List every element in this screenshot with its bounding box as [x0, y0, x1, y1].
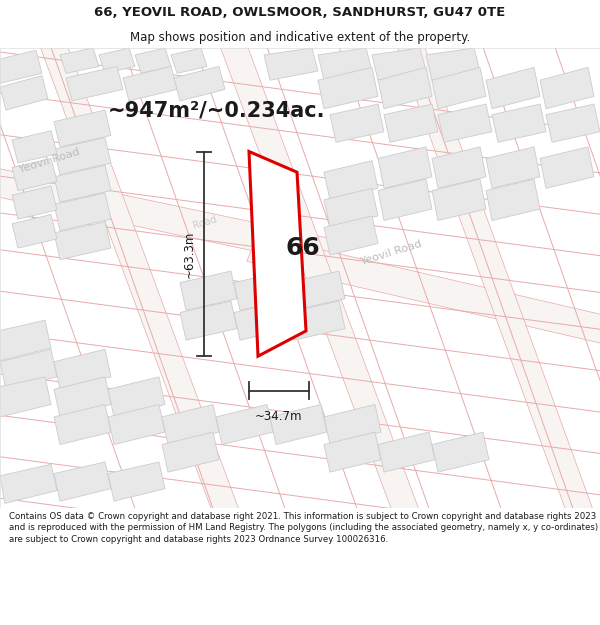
- Polygon shape: [0, 349, 57, 389]
- Polygon shape: [12, 131, 57, 163]
- Polygon shape: [378, 147, 432, 188]
- Polygon shape: [180, 271, 237, 310]
- Polygon shape: [395, 36, 595, 520]
- Polygon shape: [426, 48, 480, 80]
- Polygon shape: [54, 110, 111, 147]
- Polygon shape: [54, 138, 111, 174]
- Polygon shape: [432, 68, 486, 109]
- Polygon shape: [0, 464, 57, 503]
- Polygon shape: [171, 48, 207, 73]
- Polygon shape: [0, 377, 51, 417]
- Polygon shape: [270, 404, 327, 444]
- Polygon shape: [54, 377, 111, 417]
- Polygon shape: [0, 76, 48, 110]
- Polygon shape: [324, 188, 378, 228]
- Polygon shape: [264, 48, 318, 80]
- Polygon shape: [162, 404, 219, 444]
- Polygon shape: [540, 68, 594, 109]
- Text: ~34.7m: ~34.7m: [255, 409, 303, 422]
- Polygon shape: [12, 158, 57, 191]
- Polygon shape: [12, 214, 57, 248]
- Polygon shape: [324, 432, 381, 472]
- Polygon shape: [54, 222, 111, 259]
- Polygon shape: [378, 179, 432, 221]
- Polygon shape: [108, 462, 165, 501]
- Polygon shape: [432, 147, 486, 188]
- Polygon shape: [216, 404, 273, 444]
- Polygon shape: [378, 68, 432, 109]
- Polygon shape: [108, 404, 165, 444]
- Polygon shape: [0, 50, 42, 85]
- Polygon shape: [234, 271, 291, 310]
- Polygon shape: [324, 216, 378, 255]
- Polygon shape: [54, 462, 111, 501]
- Polygon shape: [218, 36, 421, 520]
- Polygon shape: [492, 104, 546, 142]
- Text: Road: Road: [192, 214, 218, 231]
- Text: ~63.3m: ~63.3m: [182, 230, 196, 278]
- Polygon shape: [372, 48, 426, 80]
- Text: ~947m²/~0.234ac.: ~947m²/~0.234ac.: [107, 100, 325, 120]
- Polygon shape: [66, 66, 123, 101]
- Text: Contains OS data © Crown copyright and database right 2021. This information is : Contains OS data © Crown copyright and d…: [9, 511, 598, 544]
- Polygon shape: [546, 104, 600, 142]
- Polygon shape: [54, 193, 111, 231]
- Polygon shape: [432, 179, 486, 221]
- Polygon shape: [12, 186, 57, 219]
- Polygon shape: [247, 235, 600, 349]
- Text: 66, YEOVIL ROAD, OWLSMOOR, SANDHURST, GU47 0TE: 66, YEOVIL ROAD, OWLSMOOR, SANDHURST, GU…: [94, 6, 506, 19]
- Polygon shape: [486, 179, 540, 221]
- Polygon shape: [0, 321, 51, 361]
- Text: Yeovil Road: Yeovil Road: [360, 239, 424, 267]
- Polygon shape: [162, 432, 219, 472]
- Polygon shape: [0, 164, 335, 266]
- Polygon shape: [378, 432, 435, 472]
- Polygon shape: [288, 271, 345, 310]
- Polygon shape: [135, 48, 171, 73]
- Polygon shape: [432, 432, 489, 472]
- Polygon shape: [288, 301, 345, 340]
- Polygon shape: [123, 66, 177, 101]
- Text: 66: 66: [286, 236, 320, 260]
- Polygon shape: [324, 161, 378, 200]
- Polygon shape: [486, 147, 540, 188]
- Text: Map shows position and indicative extent of the property.: Map shows position and indicative extent…: [130, 31, 470, 44]
- Polygon shape: [324, 404, 381, 444]
- Polygon shape: [99, 48, 135, 73]
- Polygon shape: [108, 377, 165, 417]
- Polygon shape: [486, 68, 540, 109]
- Polygon shape: [54, 349, 111, 389]
- Polygon shape: [174, 66, 225, 101]
- Polygon shape: [318, 68, 378, 109]
- Polygon shape: [249, 151, 306, 356]
- Polygon shape: [540, 147, 594, 188]
- Polygon shape: [330, 104, 384, 142]
- Polygon shape: [54, 165, 111, 202]
- Polygon shape: [318, 48, 372, 80]
- Polygon shape: [234, 301, 291, 340]
- Polygon shape: [60, 48, 99, 73]
- Polygon shape: [438, 104, 492, 142]
- Polygon shape: [54, 404, 111, 444]
- Polygon shape: [180, 301, 237, 340]
- Polygon shape: [38, 36, 241, 520]
- Text: Yeovil Road: Yeovil Road: [18, 147, 82, 175]
- Polygon shape: [384, 104, 438, 142]
